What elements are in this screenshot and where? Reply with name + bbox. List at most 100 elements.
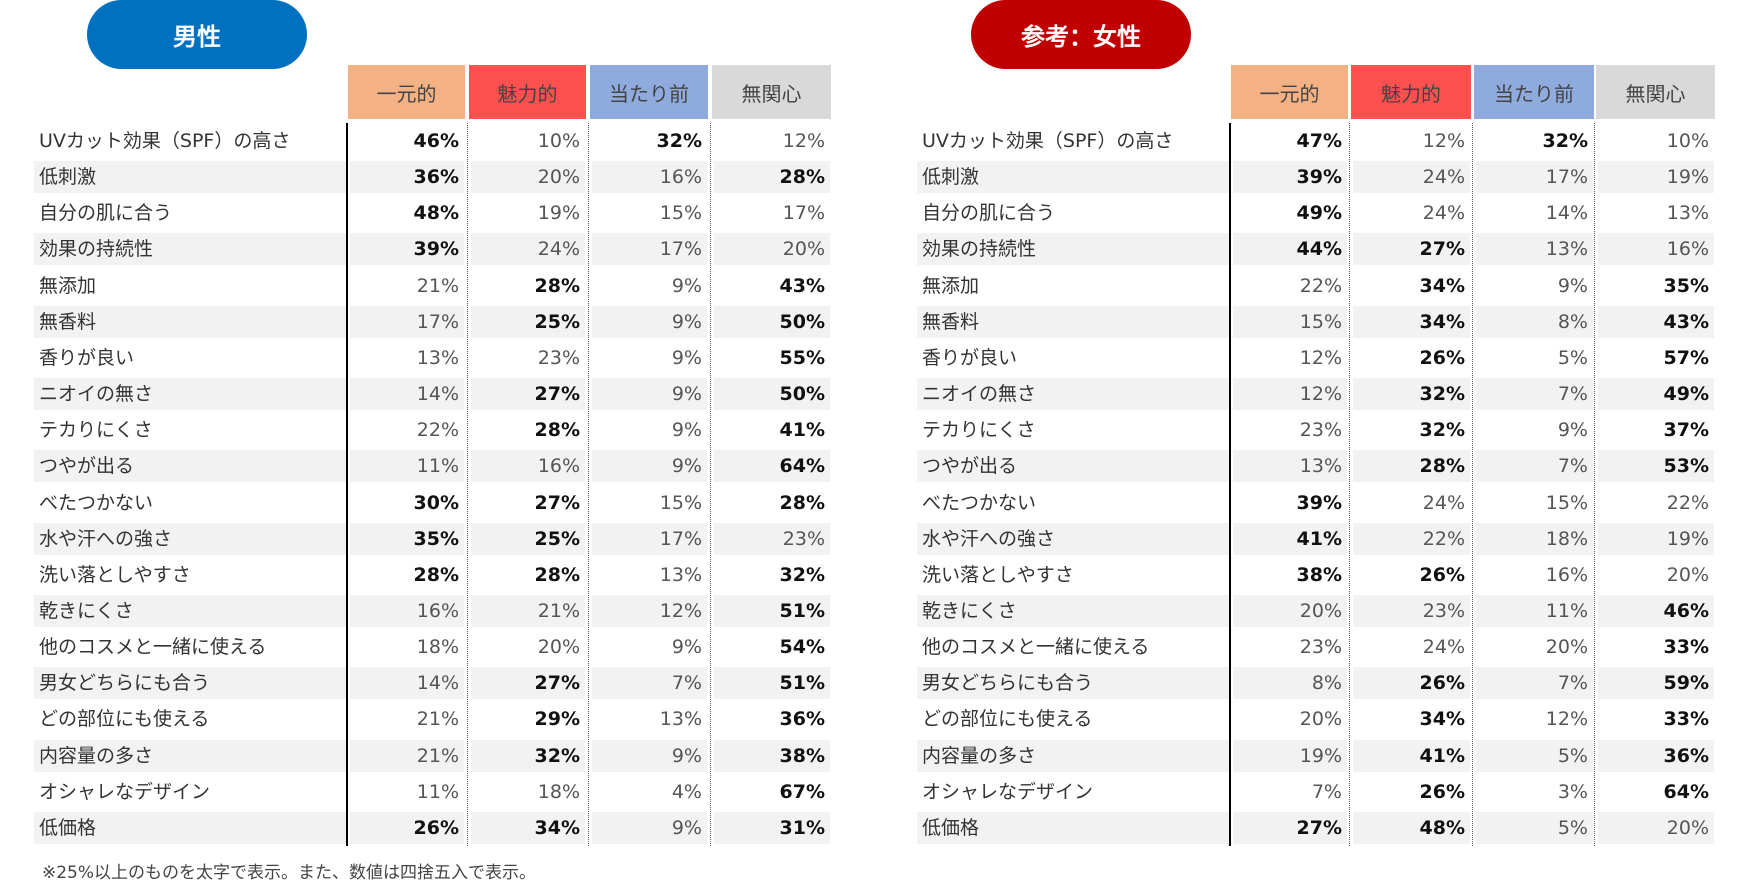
row-band	[1233, 305, 1347, 338]
row-band	[917, 522, 1229, 555]
value-cell: 34%	[1419, 310, 1465, 333]
row-band	[350, 522, 464, 555]
row-band	[350, 378, 464, 411]
row-band	[1476, 594, 1593, 627]
value-cell: 36%	[779, 708, 825, 731]
row-band	[471, 378, 585, 411]
value-cell: 33%	[1663, 708, 1709, 731]
value-cell: 23%	[782, 527, 825, 550]
value-cell: 32%	[1542, 130, 1588, 152]
row-band	[34, 378, 346, 411]
table-row: UVカット効果（SPF）の高さ 46% 10% 32% 12%	[0, 123, 1741, 159]
value-cell: 28%	[534, 563, 580, 586]
row-band	[34, 739, 346, 772]
value-cell: 27%	[534, 491, 580, 514]
value-cell: 11%	[1545, 599, 1588, 622]
value-cell: 7%	[1311, 780, 1342, 803]
row-label: べたつかない	[922, 491, 1037, 514]
table-row: 低刺激 36% 20% 16% 28%	[0, 159, 1741, 195]
row-band	[592, 233, 707, 266]
value-cell: 20%	[782, 238, 825, 261]
row-band	[471, 739, 585, 772]
row-label: UVカット効果（SPF）の高さ	[39, 130, 291, 152]
column-divider	[588, 123, 589, 846]
row-band	[1353, 594, 1470, 627]
row-band	[917, 811, 1229, 844]
table-row: 他のコスメと一緒に使える 23% 24% 20% 33%	[0, 629, 1741, 665]
row-band	[350, 450, 464, 483]
column-header: 魅力的	[1351, 65, 1471, 119]
value-cell: 16%	[659, 166, 702, 189]
value-cell: 13%	[1545, 238, 1588, 261]
value-cell: 32%	[779, 563, 825, 586]
value-cell: 20%	[1666, 816, 1709, 839]
value-cell: 17%	[416, 310, 459, 333]
value-cell: 13%	[659, 708, 702, 731]
value-cell: 14%	[416, 672, 459, 695]
value-cell: 64%	[779, 455, 825, 478]
value-cell: 12%	[782, 130, 825, 152]
value-cell: 48%	[413, 202, 459, 225]
value-cell: 33%	[1663, 636, 1709, 659]
row-label: 無香料	[922, 310, 980, 333]
value-cell: 34%	[534, 816, 580, 839]
table-row: 自分の肌に合う 49% 24% 14% 13%	[0, 195, 1741, 231]
value-cell: 17%	[782, 202, 825, 225]
row-band	[714, 811, 830, 844]
row-band	[592, 161, 707, 194]
value-cell: 8%	[1557, 310, 1588, 333]
value-cell: 67%	[779, 780, 825, 803]
value-cell: 9%	[671, 310, 702, 333]
value-cell: 46%	[413, 130, 459, 152]
value-cell: 41%	[1296, 527, 1342, 550]
value-cell: 37%	[1663, 419, 1709, 442]
row-band	[350, 811, 464, 844]
row-band	[714, 450, 830, 483]
value-cell: 15%	[1545, 491, 1588, 514]
column-header: 魅力的	[469, 65, 586, 119]
value-cell: 28%	[534, 419, 580, 442]
row-label: 水や汗への強さ	[39, 527, 173, 550]
row-label: 低刺激	[922, 166, 980, 189]
value-cell: 22%	[1666, 491, 1709, 514]
value-cell: 20%	[1299, 708, 1342, 731]
value-cell: 28%	[779, 166, 825, 189]
row-band	[1353, 161, 1470, 194]
value-cell: 16%	[416, 599, 459, 622]
row-band	[1476, 667, 1593, 700]
value-cell: 50%	[779, 383, 825, 406]
table-row: ニオイの無さ 14% 27% 9% 50%	[0, 376, 1741, 412]
row-band	[714, 233, 830, 266]
column-header: 無関心	[712, 65, 831, 119]
value-cell: 21%	[416, 708, 459, 731]
row-band	[471, 522, 585, 555]
table-row: 乾きにくさ 20% 23% 11% 46%	[0, 593, 1741, 629]
row-band	[714, 305, 830, 338]
table-row: 洗い落としやすさ 38% 26% 16% 20%	[0, 557, 1741, 593]
value-cell: 5%	[1557, 816, 1588, 839]
value-cell: 17%	[1545, 166, 1588, 189]
value-cell: 11%	[416, 780, 459, 803]
value-cell: 24%	[537, 238, 580, 261]
row-band	[1233, 811, 1347, 844]
row-band	[350, 161, 464, 194]
table-row: つやが出る 13% 28% 7% 53%	[0, 448, 1741, 484]
value-cell: 50%	[779, 310, 825, 333]
value-cell: 21%	[416, 744, 459, 767]
row-band	[1233, 739, 1347, 772]
row-band	[471, 450, 585, 483]
value-cell: 26%	[1419, 780, 1465, 803]
row-band	[1476, 161, 1593, 194]
value-cell: 18%	[416, 636, 459, 659]
row-label: 他のコスメと一緒に使える	[922, 636, 1150, 659]
value-cell: 59%	[1663, 672, 1709, 695]
value-cell: 13%	[1299, 455, 1342, 478]
table-row: 低刺激 39% 24% 17% 19%	[0, 159, 1741, 195]
row-band	[471, 233, 585, 266]
row-label: 無添加	[39, 274, 97, 297]
row-band	[471, 161, 585, 194]
column-divider	[1349, 123, 1350, 846]
table-row: 効果の持続性 39% 24% 17% 20%	[0, 231, 1741, 267]
value-cell: 41%	[1419, 744, 1465, 767]
value-cell: 26%	[1419, 563, 1465, 586]
